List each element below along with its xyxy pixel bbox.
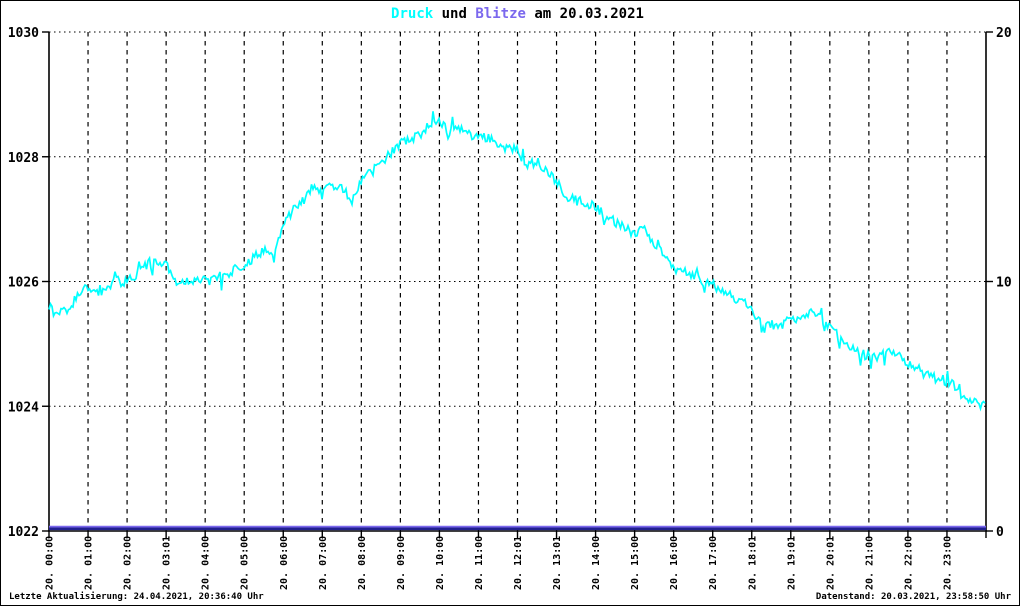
chart-title-part-0: Druck bbox=[391, 6, 434, 22]
druck-series-line bbox=[48, 111, 986, 412]
y-axis-left-tick-label: 1024 bbox=[8, 400, 39, 415]
x-axis-tick-label: 20. 09:00 bbox=[396, 536, 407, 590]
x-axis-tick-label: 20. 05:00 bbox=[240, 536, 251, 590]
chart-title: Druck und Blitze am 20.03.2021 bbox=[49, 6, 986, 22]
x-axis-tick-label: 20. 18:01 bbox=[747, 536, 758, 590]
chart-title-part-1: und bbox=[433, 6, 476, 22]
y-axis-right-tick-label: 0 bbox=[996, 525, 1004, 540]
x-axis-tick-label: 20. 04:00 bbox=[201, 536, 212, 590]
x-axis-tick-label: 20. 02:00 bbox=[123, 536, 134, 590]
x-axis-tick-label: 20. 08:00 bbox=[357, 536, 368, 590]
x-axis-tick-label: 20. 20:01 bbox=[825, 536, 836, 590]
x-axis-tick-label: 20. 21:00 bbox=[864, 536, 875, 590]
x-axis-tick-label: 20. 00:00 bbox=[45, 536, 56, 590]
x-axis-tick-label: 20. 07:00 bbox=[318, 536, 329, 590]
chart-title-part-3: am 20.03.2021 bbox=[525, 6, 644, 22]
x-axis-tick-label: 20. 22:00 bbox=[903, 536, 914, 590]
last-update-label: Letzte Aktualisierung: 24.04.2021, 20:36… bbox=[9, 592, 264, 602]
y-axis-left-tick-label: 1026 bbox=[8, 276, 39, 291]
y-axis-left-tick-label: 1022 bbox=[8, 525, 39, 540]
x-axis-tick-label: 20. 15:00 bbox=[630, 536, 641, 590]
x-axis-tick-label: 20. 01:00 bbox=[84, 536, 95, 590]
x-axis-tick-label: 20. 16:00 bbox=[669, 536, 680, 590]
x-axis-tick-label: 20. 12:01 bbox=[513, 536, 524, 590]
y-axis-right-tick-label: 20 bbox=[996, 26, 1012, 41]
x-axis-tick-label: 20. 11:00 bbox=[474, 536, 485, 590]
y-axis-right-tick-label: 10 bbox=[996, 276, 1012, 291]
x-axis-tick-label: 20. 23:00 bbox=[942, 536, 953, 590]
y-axis-left-tick-label: 1028 bbox=[8, 151, 39, 166]
x-axis-tick-label: 20. 03:01 bbox=[162, 536, 173, 590]
x-axis-tick-label: 20. 13:01 bbox=[552, 536, 563, 590]
y-axis-left-tick-label: 1030 bbox=[8, 26, 39, 41]
chart-title-part-2: Blitze bbox=[475, 6, 526, 22]
x-axis-tick-label: 20. 17:00 bbox=[708, 536, 719, 590]
x-axis-tick-label: 20. 06:00 bbox=[279, 536, 290, 590]
x-axis-tick-label: 20. 14:00 bbox=[591, 536, 602, 590]
x-axis-tick-label: 20. 10:00 bbox=[435, 536, 446, 590]
x-axis-tick-label: 20. 19:01 bbox=[786, 536, 797, 590]
data-timestamp-label: Datenstand: 20.03.2021, 23:58:50 Uhr bbox=[815, 592, 1011, 602]
